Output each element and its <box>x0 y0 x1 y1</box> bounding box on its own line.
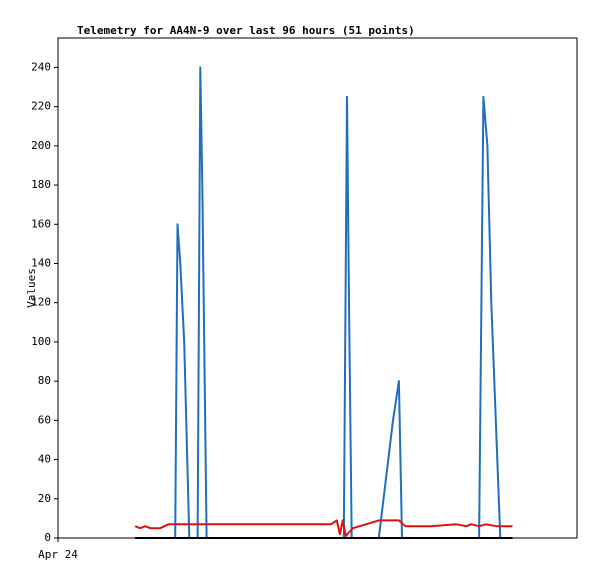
y-tick-label: 40 <box>38 453 51 466</box>
y-axis-label: Values <box>25 268 38 308</box>
y-tick-label: 200 <box>31 139 51 152</box>
y-tick-label: 140 <box>31 256 51 269</box>
x-tick-label: Apr 24 <box>38 548 78 561</box>
y-tick-label: 220 <box>31 100 51 113</box>
y-tick-label: 0 <box>44 531 51 544</box>
y-tick-label: 60 <box>38 413 51 426</box>
y-tick-label: 120 <box>31 296 51 309</box>
chart-title: Telemetry for AA4N-9 over last 96 hours … <box>77 24 415 37</box>
plot-frame <box>57 37 578 539</box>
series-line <box>135 66 513 539</box>
y-tick-label: 160 <box>31 217 51 230</box>
y-tick-label: 100 <box>31 335 51 348</box>
y-tick-label: 180 <box>31 178 51 191</box>
y-tick-label: 240 <box>31 60 51 73</box>
y-tick-label: 20 <box>38 492 51 505</box>
series-line <box>134 519 513 537</box>
y-tick-label: 80 <box>38 374 51 387</box>
